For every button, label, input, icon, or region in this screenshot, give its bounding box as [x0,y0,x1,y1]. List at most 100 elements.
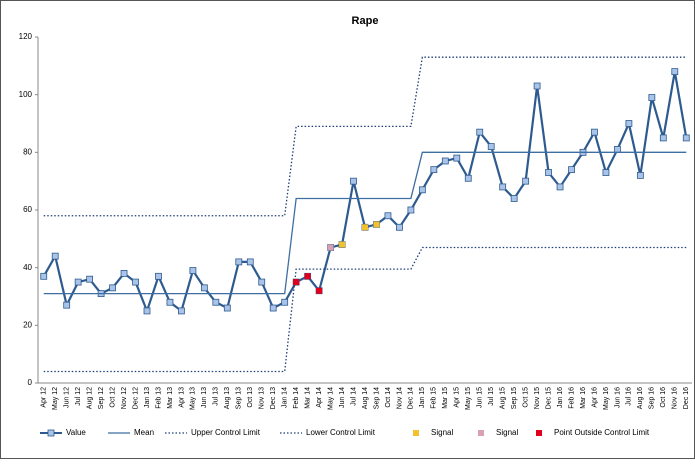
legend-label: Signal [496,428,518,437]
x-tick-label: Jun 16 [614,387,621,408]
data-point [223,304,231,312]
legend-label: Point Outside Control Limit [554,428,650,437]
data-point [533,82,541,90]
x-tick-label: Mar 13 [167,387,174,409]
legend-item: Mean [108,428,154,437]
data-point [51,252,59,260]
x-tick-label: Jul 12 [75,387,82,406]
data-point [407,206,415,214]
x-tick-label: Feb 16 [568,387,575,409]
legend-label: Signal [431,428,453,437]
x-tick-label: Aug 13 [224,387,231,409]
legend-marker [536,430,542,436]
x-tick-label: Jan 14 [282,387,289,408]
chart-title: Rape [352,15,379,27]
data-point [614,146,621,153]
y-tick-label: 40 [23,263,32,272]
legend-item: Value [40,428,86,437]
data-point [109,284,116,292]
data-point [487,143,495,150]
data-point [648,94,656,101]
x-tick-label: Jan 15 [419,387,426,408]
data-point [178,307,185,315]
data-point [293,279,300,286]
x-tick-label: Mar 15 [442,387,449,409]
x-tick-label: Feb 14 [293,387,300,409]
x-tick-label: Aug 16 [637,387,644,409]
data-point [591,128,598,136]
x-tick-label: Sep 15 [511,387,518,409]
x-tick-label: Jun 15 [477,387,484,408]
data-point [682,134,690,142]
x-tick-label: Mar 16 [580,387,587,409]
x-tick-label: Oct 12 [109,387,116,408]
legend-item: Point Outside Control Limit [536,428,650,437]
data-point [212,298,220,306]
legend-item: Signal [478,428,518,437]
series-line [43,56,687,217]
data-point [63,301,71,309]
data-point [74,278,82,286]
data-point [441,157,449,165]
legend-marker [413,430,419,436]
legend-item: Lower Control Limit [280,428,376,437]
y-tick-label: 100 [19,90,33,99]
data-point [476,128,484,136]
data-point [235,258,243,266]
x-tick-label: Feb 13 [155,387,162,409]
x-tick-label: Jun 13 [201,387,208,408]
x-tick-label: Oct 16 [660,387,667,408]
data-point [625,120,633,127]
x-tick-label: May 13 [190,387,197,410]
y-tick-label: 120 [19,32,33,41]
data-point [602,169,610,176]
data-point [499,183,507,191]
x-tick-label: Oct 14 [385,387,392,408]
x-tick-label: Jul 14 [350,387,357,406]
data-point [522,177,530,185]
x-tick-label: Dec 16 [683,387,690,409]
x-tick-label: Jan 16 [557,387,564,408]
x-tick-label: Nov 13 [259,387,266,409]
data-point [281,298,289,306]
data-point [545,169,552,176]
data-point [430,166,438,174]
x-tick-label: Aug 14 [362,387,369,409]
legend-label: Lower Control Limit [306,428,376,437]
series-line [43,151,687,295]
data-point [86,275,94,283]
legend-label: Value [66,428,86,437]
x-tick-label: Nov 16 [672,387,679,409]
x-tick-label: Apr 13 [178,387,185,408]
data-point [671,68,679,75]
data-point [350,177,357,185]
y-tick-label: 20 [23,320,32,329]
legend-label: Mean [134,428,154,437]
data-point [659,134,667,142]
x-tick-label: Jul 15 [488,387,495,406]
data-point [453,154,461,162]
x-tick-label: Apr 14 [316,387,323,408]
x-tick-label: Jun 14 [339,387,346,408]
x-tick-label: Dec 13 [270,387,277,409]
data-point [166,298,174,306]
data-point [143,307,151,315]
x-tick-label: Jul 13 [213,387,220,406]
data-point [246,258,254,266]
x-tick-label: Aug 12 [86,387,93,409]
data-point [155,272,162,280]
x-tick-label: Mar 14 [304,387,311,409]
x-tick-label: Apr 12 [41,387,48,408]
data-point [304,273,311,280]
x-tick-label: Sep 16 [649,387,656,409]
x-tick-label: Jun 12 [64,387,71,408]
data-point [510,195,518,202]
data-point [384,212,392,220]
data-point [132,278,139,286]
x-tick-label: Sep 13 [236,387,243,409]
x-tick-label: May 15 [465,387,472,410]
x-tick-label: Sep 12 [98,387,105,409]
data-point [373,221,380,228]
